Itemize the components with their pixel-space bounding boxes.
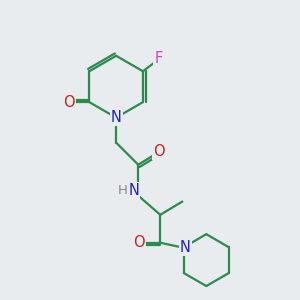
Text: N: N — [180, 240, 191, 255]
Text: O: O — [133, 235, 145, 250]
Text: O: O — [63, 95, 75, 110]
Text: O: O — [154, 144, 165, 159]
Text: F: F — [154, 51, 163, 66]
Text: H: H — [118, 184, 128, 197]
Text: N: N — [128, 183, 139, 198]
Text: N: N — [111, 110, 122, 125]
